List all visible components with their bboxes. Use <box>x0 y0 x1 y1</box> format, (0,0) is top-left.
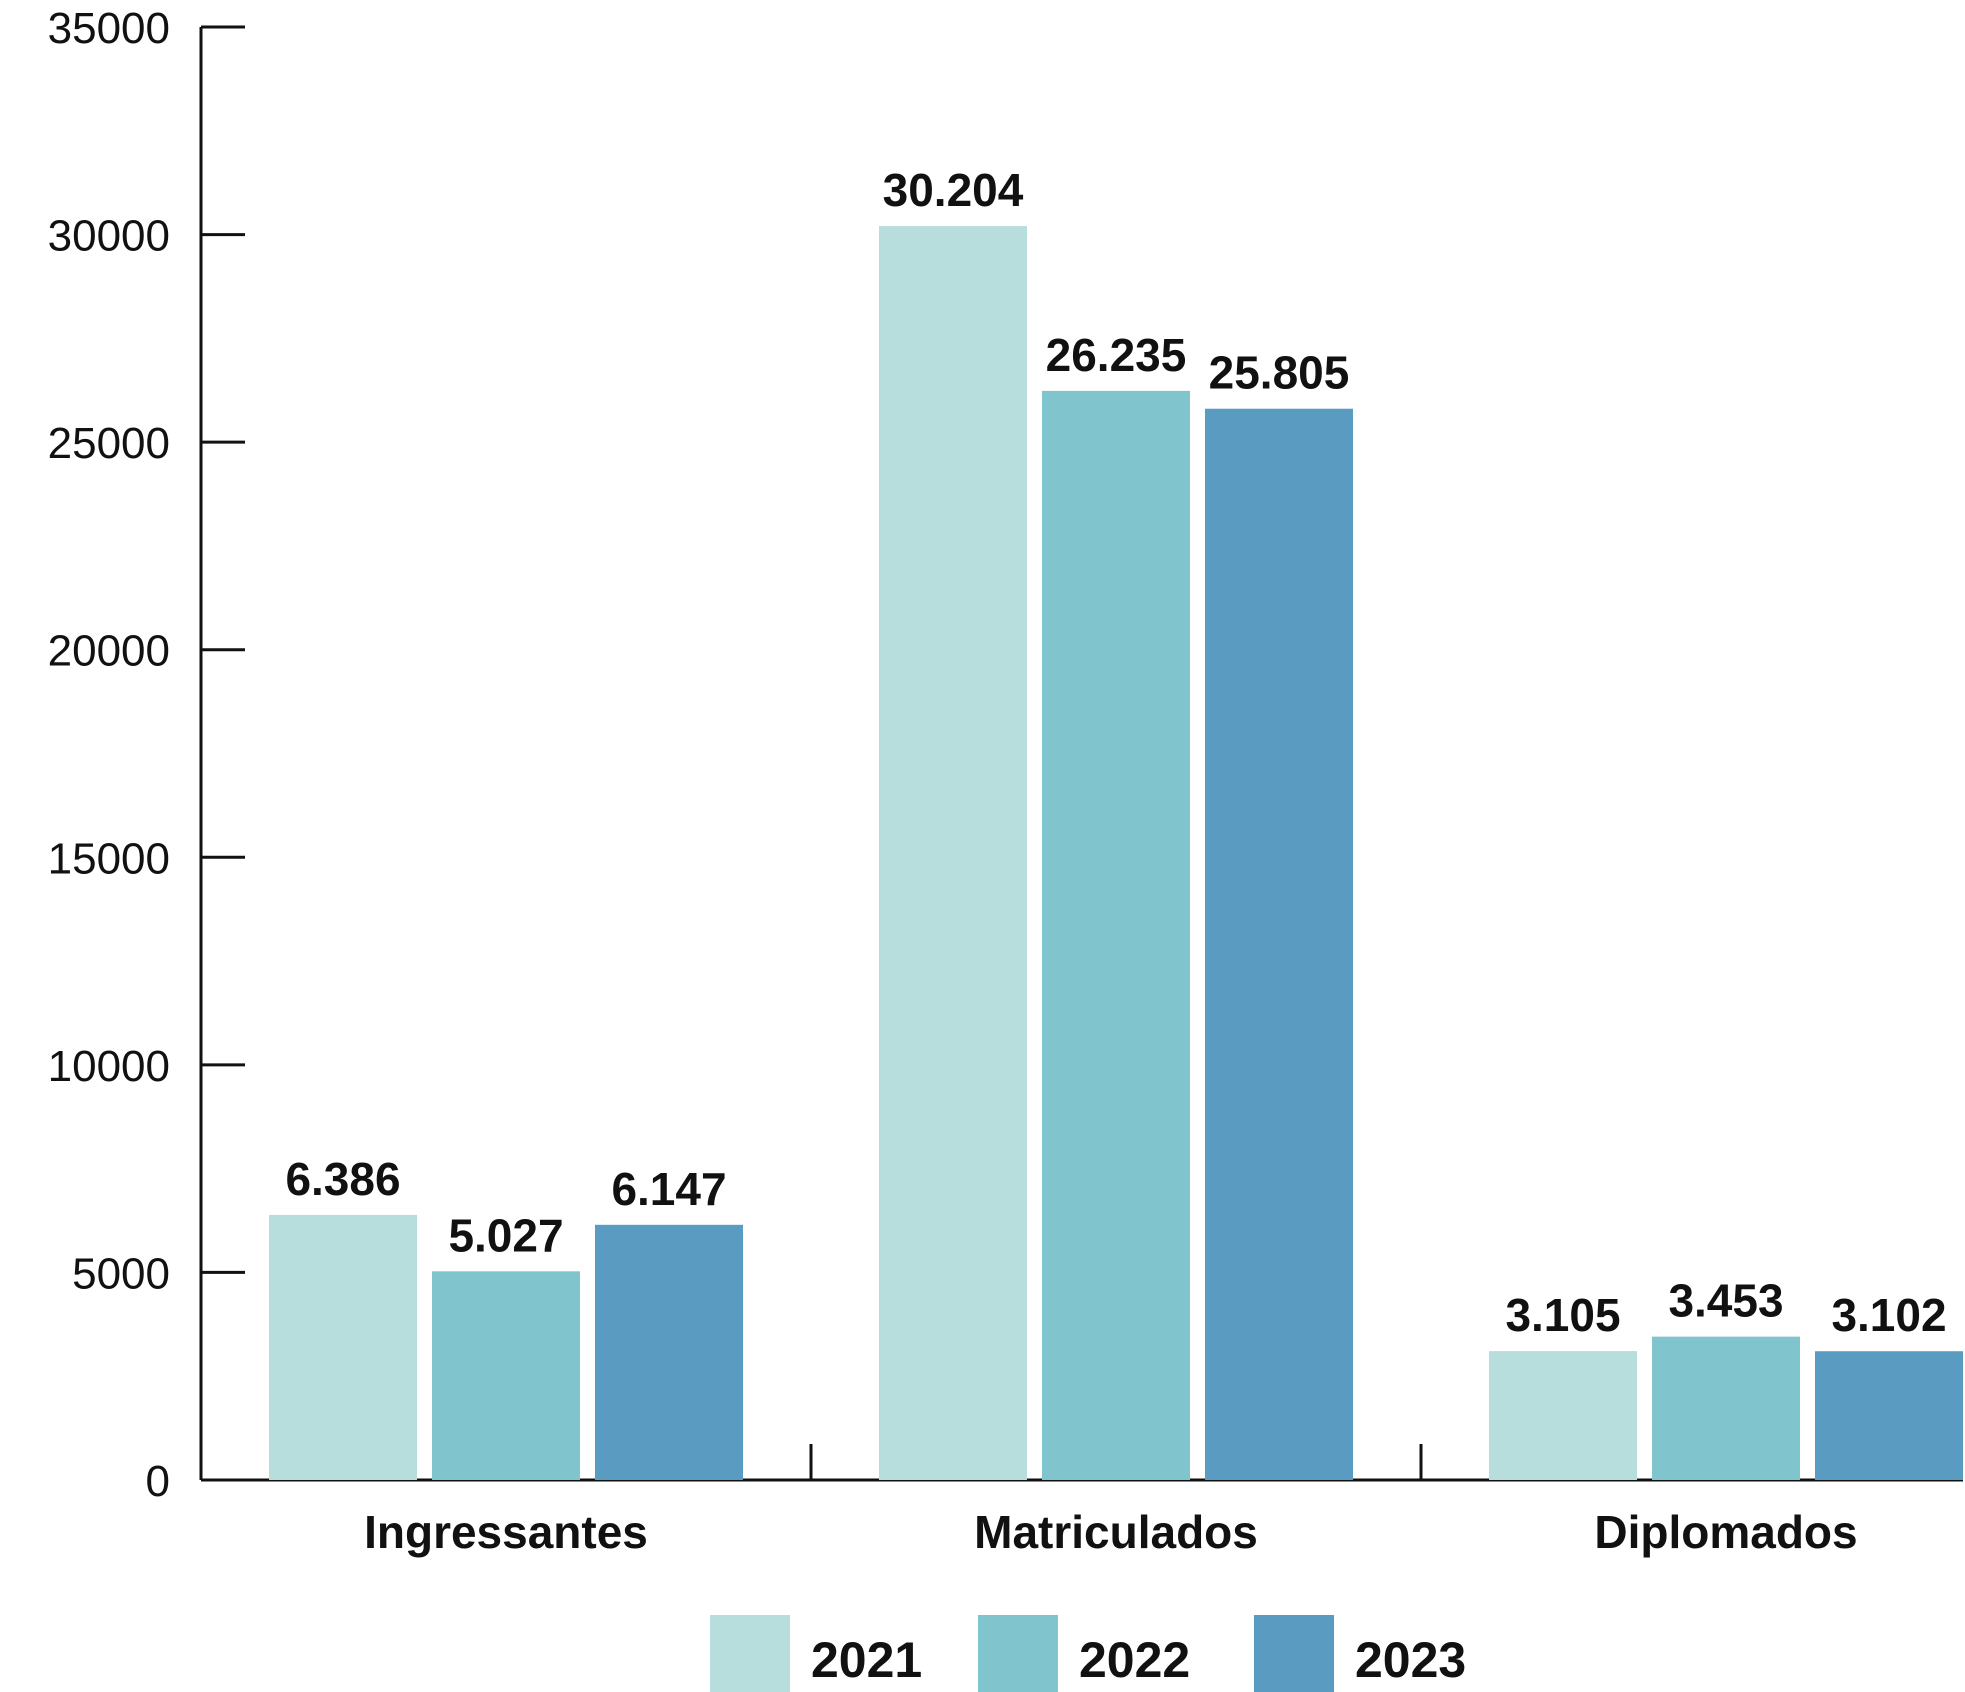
y-tick-label: 25000 <box>48 419 170 468</box>
axes: 0 5000 10000 15000 20000 25000 30000 35000 <box>48 4 1963 1506</box>
bar-2021-diplomados <box>1489 1351 1637 1480</box>
legend-label-2023: 2023 <box>1355 1632 1466 1688</box>
x-category-label: Matriculados <box>974 1506 1258 1558</box>
data-label: 5.027 <box>448 1209 563 1261</box>
legend-swatch-2021 <box>710 1615 790 1692</box>
data-label: 26.235 <box>1046 329 1187 381</box>
legend-swatch-2022 <box>978 1615 1058 1692</box>
y-tick-label: 5000 <box>72 1249 170 1298</box>
y-tick-label: 20000 <box>48 627 170 676</box>
bar-2022-diplomados <box>1652 1336 1800 1480</box>
bars <box>269 226 1963 1481</box>
labels: 6.386 5.027 6.147 Ingressantes 30.204 26.235 2… <box>285 164 1946 1558</box>
data-label: 30.204 <box>883 164 1024 216</box>
data-label: 25.805 <box>1209 347 1350 399</box>
data-label: 3.105 <box>1505 1289 1620 1341</box>
legend-swatch-2023 <box>1254 1615 1334 1692</box>
data-label: 6.147 <box>611 1163 726 1215</box>
legend-label-2021: 2021 <box>811 1632 922 1688</box>
y-tick-label: 0 <box>146 1457 170 1506</box>
x-category-label: Diplomados <box>1594 1506 1857 1558</box>
bar-2023-ingressantes <box>595 1224 743 1480</box>
y-tick-label: 15000 <box>48 834 170 883</box>
data-label: 3.102 <box>1831 1289 1946 1341</box>
bar-2023-diplomados <box>1815 1351 1963 1480</box>
bar-2023-matriculados <box>1205 408 1353 1480</box>
x-category-label: Ingressantes <box>364 1506 648 1558</box>
bar-2022-matriculados <box>1042 390 1190 1481</box>
data-label: 3.453 <box>1668 1275 1783 1327</box>
y-tick-label: 35000 <box>48 4 170 53</box>
bar-2021-matriculados <box>879 226 1027 1480</box>
data-label: 6.386 <box>285 1153 400 1205</box>
bar-2021-ingressantes <box>269 1214 417 1480</box>
legend: 2021 2022 2023 <box>710 1615 1466 1692</box>
y-tick-label: 10000 <box>48 1042 170 1091</box>
legend-label-2022: 2022 <box>1079 1632 1190 1688</box>
bar-2022-ingressantes <box>432 1271 580 1480</box>
y-tick-label: 30000 <box>48 212 170 261</box>
